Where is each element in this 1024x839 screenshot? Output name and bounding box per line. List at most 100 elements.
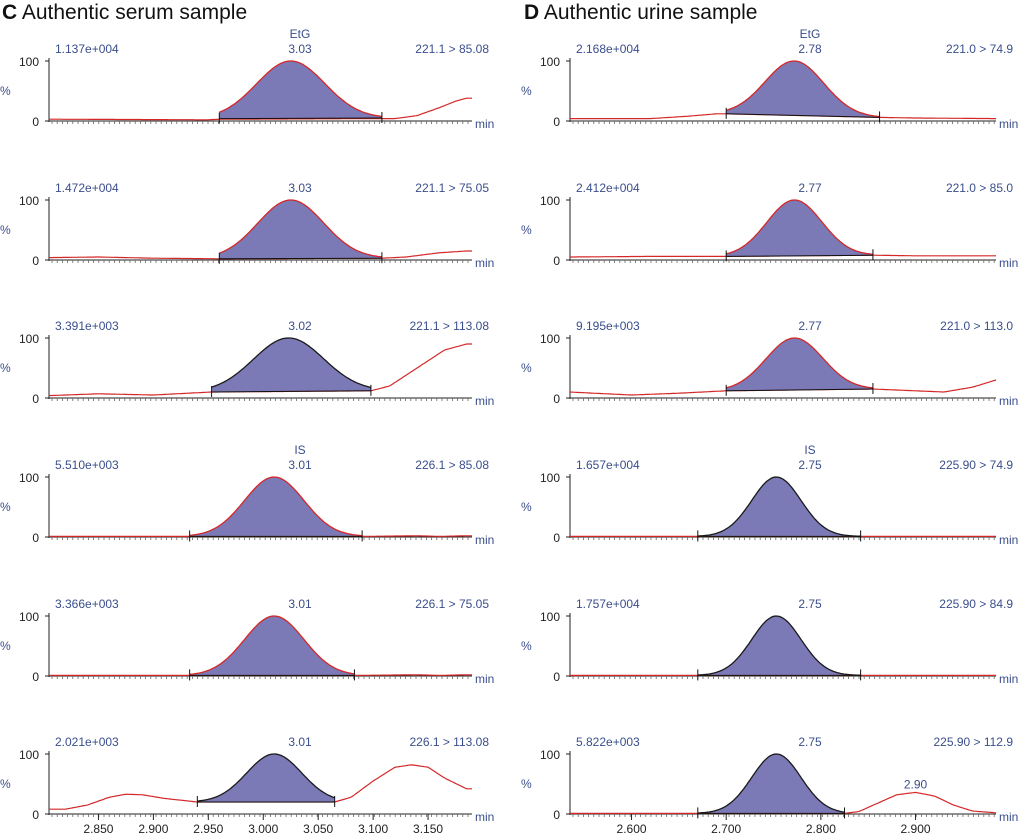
x-tick-label: 2.900 <box>138 822 168 836</box>
x-axis-label: min <box>475 810 494 824</box>
transition-label: 221.1 > 75.05 <box>415 181 489 195</box>
peak-outline <box>219 60 382 118</box>
peak-outline <box>189 476 363 537</box>
y-axis-label: % <box>521 639 532 653</box>
intensity-label: 5.510e+003 <box>55 458 119 472</box>
x-axis-label: min <box>475 672 494 686</box>
trace-line <box>49 97 472 121</box>
peak-outline <box>726 199 873 255</box>
x-axis-label: min <box>475 533 494 547</box>
analyte-label: EtG <box>290 27 311 41</box>
y-axis-label: % <box>0 777 11 791</box>
y-axis-label: % <box>0 500 11 514</box>
apex-time-label: 2.75 <box>798 597 822 611</box>
y-axis-label: % <box>521 84 532 98</box>
panel-d-trace-2: 100 0% min 2.412e+004 221.0 > 85.0 2.77 <box>521 181 1018 270</box>
x-minor-ticks <box>572 398 995 401</box>
x-axis-label: min <box>475 394 494 408</box>
y-tick-label-100: 100 <box>19 610 39 624</box>
peak-baseline <box>211 390 371 393</box>
y-tick-label-100: 100 <box>540 194 560 208</box>
apex-time-label: 2.75 <box>798 735 822 749</box>
peak-outline <box>697 753 845 814</box>
x-tick-label: 2.950 <box>193 822 223 836</box>
x-minor-ticks <box>51 537 469 540</box>
intensity-label: 3.391e+003 <box>55 319 119 333</box>
x-tick-label: 2.700 <box>711 822 741 836</box>
y-tick-label-100: 100 <box>540 610 560 624</box>
intensity-label: 1.657e+004 <box>576 458 640 472</box>
peak-area <box>211 338 371 392</box>
peak-area <box>726 338 873 391</box>
intensity-label: 1.472e+004 <box>55 181 119 195</box>
apex-time-label: 3.02 <box>288 319 312 333</box>
intensity-label: 2.021e+003 <box>55 735 119 749</box>
x-axis-label: min <box>999 394 1018 408</box>
y-tick-label-100: 100 <box>19 748 39 762</box>
x-axis-label: min <box>999 810 1018 824</box>
y-tick-label-0: 0 <box>32 392 39 406</box>
y-tick-label-100: 100 <box>540 471 560 485</box>
panel-d-trace-5: 100 0% min 1.757e+004 225.90 > 84.9 2.75 <box>521 597 1018 686</box>
intensity-label: 2.412e+004 <box>576 181 640 195</box>
peak-area <box>197 754 335 802</box>
panel-c-trace-5: 100 0% min 3.366e+003 226.1 > 75.05 3.01 <box>0 597 494 686</box>
panel-d-trace-3: 100 0% min 9.195e+003 221.0 > 113.0 2.77 <box>521 319 1018 408</box>
x-tick-label: 2.850 <box>83 822 113 836</box>
peak-outline <box>211 337 372 389</box>
x-minor-ticks <box>572 814 995 817</box>
y-axis-label: % <box>0 639 11 653</box>
y-axis-label: % <box>521 500 532 514</box>
peak-outline <box>189 615 355 676</box>
transition-label: 221.1 > 85.08 <box>415 42 489 56</box>
peak-outline <box>219 199 382 258</box>
analyte-label: IS <box>294 443 305 457</box>
x-tick-label: 3.150 <box>413 822 443 836</box>
peak-outline <box>697 476 861 537</box>
x-axis-label: min <box>999 533 1018 547</box>
y-axis-label: % <box>0 223 11 237</box>
peak-area <box>726 200 873 257</box>
analyte-label: IS <box>804 443 815 457</box>
y-tick-label-100: 100 <box>19 194 39 208</box>
peak-area <box>189 616 355 676</box>
apex-time-label: 2.78 <box>798 42 822 56</box>
x-minor-ticks <box>572 537 995 540</box>
apex-time-label: 3.01 <box>288 458 312 472</box>
x-minor-ticks <box>51 121 469 124</box>
intensity-label: 1.137e+004 <box>55 42 119 56</box>
panel-c-trace-3: 100 0% min 3.391e+003 221.1 > 113.08 3.02 <box>0 319 494 408</box>
y-tick-label-0: 0 <box>32 531 39 545</box>
transition-label: 225.90 > 74.9 <box>939 458 1013 472</box>
transition-label: 226.1 > 75.05 <box>415 597 489 611</box>
x-tick-label: 3.100 <box>358 822 388 836</box>
apex-time-label: 3.03 <box>288 42 312 56</box>
y-tick-label-0: 0 <box>553 670 560 684</box>
x-minor-ticks <box>572 676 995 679</box>
x-minor-ticks <box>51 260 469 263</box>
y-axis-label: % <box>521 361 532 375</box>
peak-area <box>189 477 363 537</box>
intensity-label: 5.822e+003 <box>576 735 640 749</box>
y-axis-label: % <box>0 84 11 98</box>
transition-label: 226.1 > 85.08 <box>415 458 489 472</box>
panel-c-trace-2: 100 0% min 1.472e+004 221.1 > 75.05 3.03 <box>0 181 494 270</box>
x-tick-label: 2.600 <box>617 822 647 836</box>
peak-area <box>219 200 382 259</box>
transition-label: 226.1 > 113.08 <box>409 735 489 749</box>
transition-label: 225.90 > 112.9 <box>933 735 1013 749</box>
peak-area <box>219 61 382 119</box>
transition-label: 221.1 > 113.08 <box>409 319 489 333</box>
peak-outline <box>726 337 873 389</box>
peak-baseline <box>726 388 873 392</box>
y-tick-label-0: 0 <box>32 670 39 684</box>
y-tick-label-0: 0 <box>553 531 560 545</box>
intensity-label: 2.168e+004 <box>576 42 640 56</box>
panel-c-letter: C <box>2 1 18 24</box>
x-axis-label: min <box>999 256 1018 270</box>
panel-d-title: Authentic urine sample <box>543 1 758 24</box>
apex-time-label: 2.77 <box>798 319 822 333</box>
